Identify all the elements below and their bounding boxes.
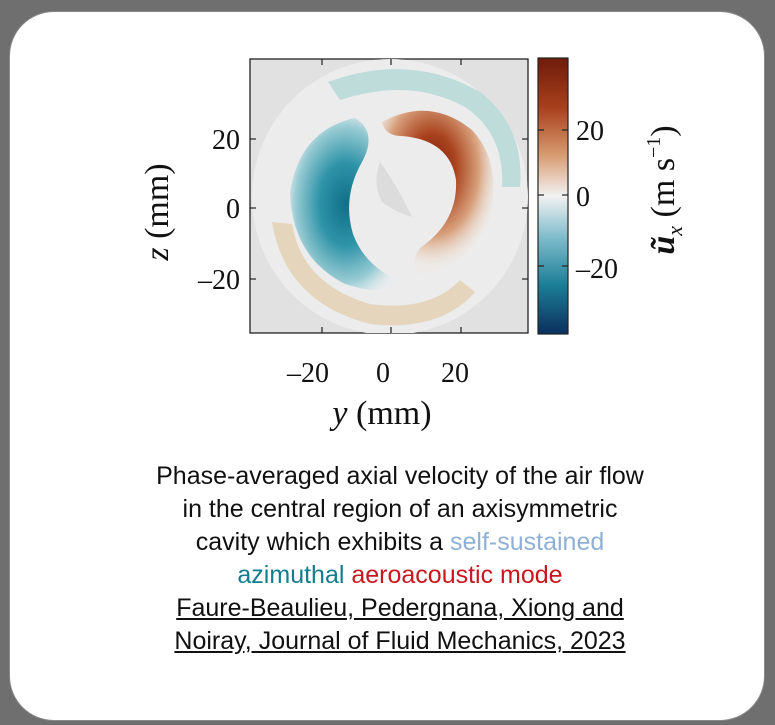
colorbar-ticks — [538, 129, 568, 267]
y-ticks — [250, 59, 528, 333]
colorbar-tick-label: –20 — [575, 254, 618, 285]
caption-line: Phase-averaged axial velocity of the air… — [156, 462, 644, 490]
citation-link[interactable]: Noiray, Journal of Fluid Mechanics, 2023 — [174, 627, 626, 655]
center-wedge — [376, 162, 412, 217]
velocity-figure: 20 0 –20 –20 0 20 z (mm) y (mm) 20 0 –20 — [139, 57, 687, 432]
colorbar — [537, 57, 569, 335]
figure-caption: Phase-averaged axial velocity of the air… — [70, 460, 730, 658]
colorbar-label: ũx (m s−1) — [643, 125, 687, 254]
x-tick-label: –20 — [286, 358, 329, 389]
content-card: 20 0 –20 –20 0 20 z (mm) y (mm) 20 0 –20 — [10, 12, 764, 720]
x-tick-label: 20 — [441, 358, 469, 389]
caption-line: cavity which exhibits a self-sustained — [70, 526, 730, 559]
outer-teal-ring — [328, 69, 521, 187]
outer-tan-ring — [272, 222, 475, 326]
caption-line: azimuthal aeroacoustic mode — [70, 559, 730, 592]
x-tick-label: 0 — [376, 358, 390, 389]
y-tick-label: 20 — [212, 125, 240, 156]
colorbar-tick-label: 0 — [576, 182, 590, 213]
colorbar-tick-label: 20 — [576, 116, 604, 147]
highlight-azimuthal: azimuthal — [237, 561, 345, 589]
caption-text: cavity which exhibits a — [195, 528, 451, 556]
blue-region — [290, 118, 402, 291]
y-axis-label: z (mm) — [139, 163, 176, 261]
y-tick-label: –20 — [197, 265, 240, 296]
highlight-self-sustained: self-sustained — [450, 528, 605, 556]
highlight-aeroacoustic-mode: aeroacoustic mode — [344, 561, 563, 589]
red-region — [382, 110, 494, 274]
citation-link[interactable]: Faure-Beaulieu, Pedergnana, Xiong and — [176, 594, 624, 622]
y-tick-label: 0 — [226, 194, 240, 225]
x-axis-label: y (mm) — [329, 395, 431, 432]
caption-line: in the central region of an axisymmetric — [182, 495, 618, 523]
